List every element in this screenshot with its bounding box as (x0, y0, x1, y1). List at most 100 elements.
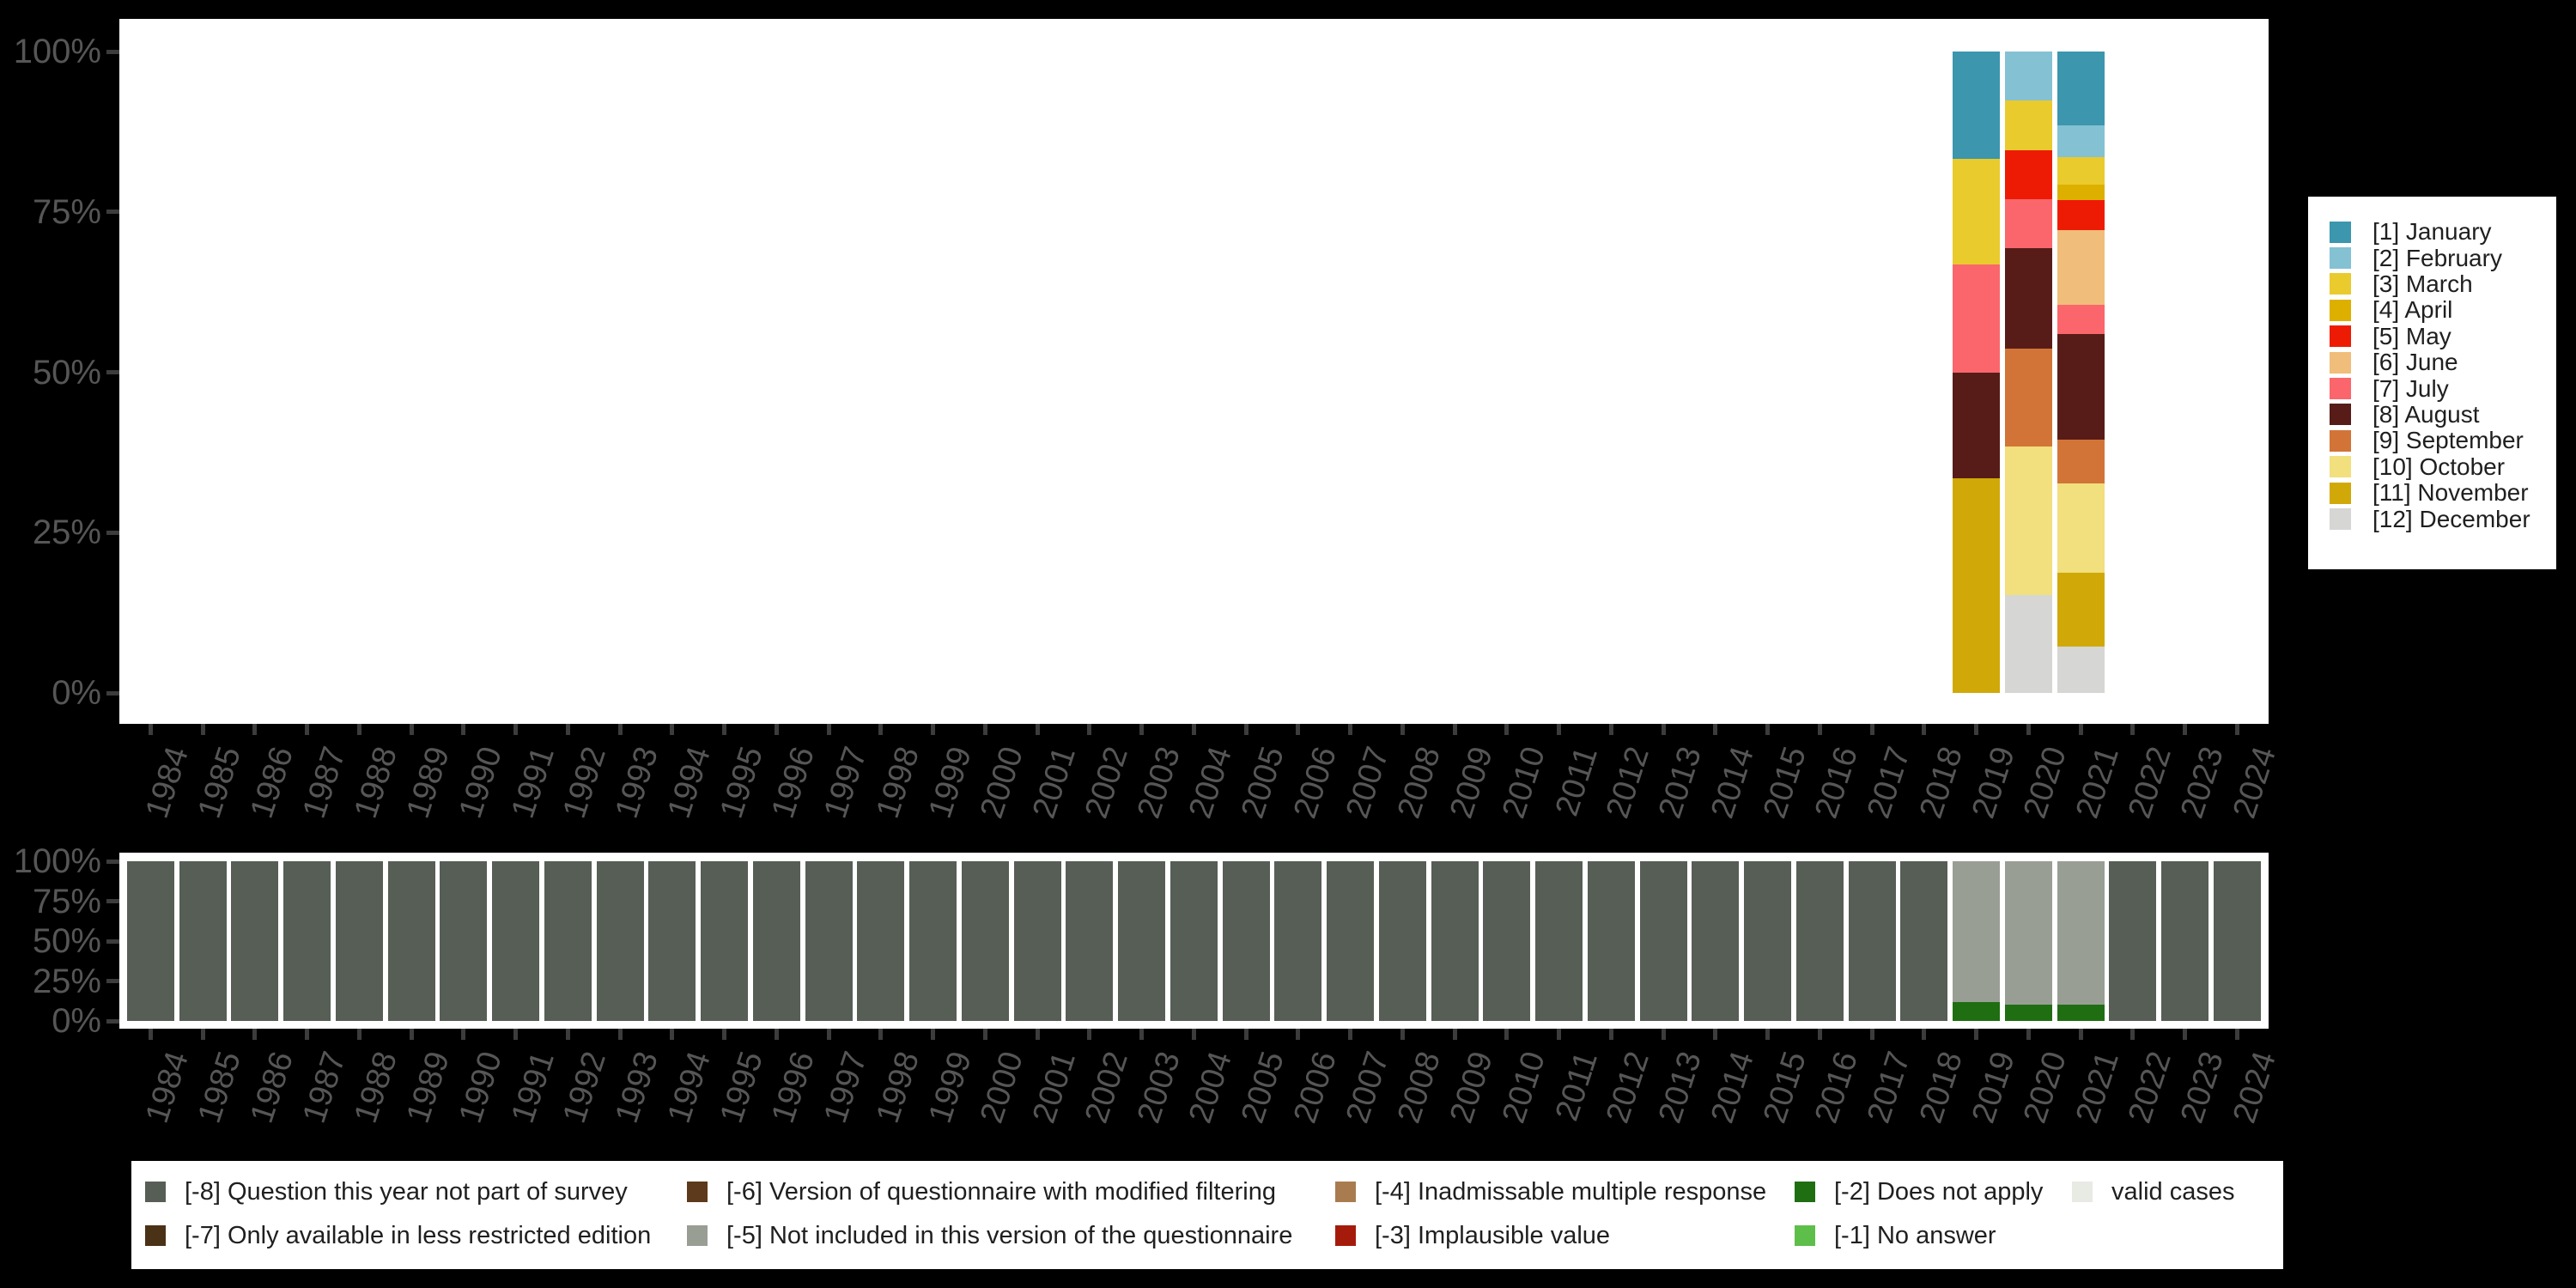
missing-bar-1998-seg-neg8[interactable] (857, 861, 905, 1021)
missing-bar-2002-seg-neg8[interactable] (1066, 861, 1114, 1021)
month-legend-label-11: [11] November (2372, 479, 2529, 507)
top-bar-2021-seg-7[interactable] (2057, 305, 2105, 334)
top-x-tick-2024 (2235, 724, 2239, 735)
missing-bar-2020-seg-neg5[interactable] (2004, 861, 2052, 1005)
missing-legend-item-valid: valid cases (2072, 1170, 2234, 1213)
missing-bar-2020-seg-neg2[interactable] (2004, 1005, 2052, 1021)
top-bar-2019-seg-7[interactable] (1953, 264, 2001, 374)
missing-bar-2019-seg-neg5[interactable] (1953, 861, 2001, 1003)
missing-bar-1996-seg-neg8[interactable] (752, 861, 800, 1021)
top-bar-2021-seg-5[interactable] (2057, 200, 2105, 230)
top-bar-2019-seg-3[interactable] (1953, 158, 2001, 264)
top-bar-2021-seg-3[interactable] (2057, 157, 2105, 185)
top-bar-2020-seg-8[interactable] (2004, 248, 2052, 349)
missing-bar-1984-seg-neg8[interactable] (126, 861, 174, 1021)
missing-bar-2019-seg-neg2[interactable] (1953, 1002, 2001, 1021)
top-bar-2020-seg-12[interactable] (2004, 594, 2052, 693)
missing-bar-2024-seg-neg8[interactable] (2214, 861, 2261, 1021)
missing-y-label-0: 0% (52, 1002, 101, 1040)
missing-bar-2003-seg-neg8[interactable] (1118, 861, 1166, 1021)
missing-bar-2015-seg-neg8[interactable] (1744, 861, 1792, 1021)
missing-bar-1985-seg-neg8[interactable] (179, 861, 227, 1021)
top-x-tick-2023 (2183, 724, 2188, 735)
missing-bar-1986 (231, 861, 279, 1021)
missing-legend-label-neg3: [-3] Implausible value (1375, 1221, 1611, 1249)
missing-bar-2001-seg-neg8[interactable] (1013, 861, 1061, 1021)
missing-bar-1996 (752, 861, 800, 1021)
missing-x-tick-2009 (1452, 1029, 1457, 1040)
top-x-tick-2014 (1713, 724, 1718, 735)
missing-legend-label-neg5: [-5] Not included in this version of the… (726, 1221, 1293, 1249)
missing-y-label-50: 50% (32, 922, 101, 960)
top-bar-2021-seg-1[interactable] (2057, 52, 2105, 125)
top-bar-2021-seg-6[interactable] (2057, 229, 2105, 306)
missing-bar-2023-seg-neg8[interactable] (2161, 861, 2209, 1021)
missing-bar-2023 (2161, 861, 2209, 1021)
top-bar-2021-seg-4[interactable] (2057, 185, 2105, 201)
top-bar-2020-seg-5[interactable] (2004, 150, 2052, 199)
missing-y-label-75: 75% (32, 882, 101, 920)
top-bar-2020-seg-10[interactable] (2004, 447, 2052, 595)
missing-bar-2024 (2214, 861, 2261, 1021)
missing-bar-2014-seg-neg8[interactable] (1692, 861, 1740, 1021)
missing-bar-1987-seg-neg8[interactable] (283, 861, 331, 1021)
missing-bar-1994-seg-neg8[interactable] (648, 861, 696, 1021)
missing-bar-2010-seg-neg8[interactable] (1483, 861, 1531, 1021)
missing-bar-1991-seg-neg8[interactable] (492, 861, 540, 1021)
month-legend-label-9: [9] September (2372, 427, 2524, 454)
missing-bar-2011 (1535, 861, 1583, 1021)
missing-x-tick-1987 (305, 1029, 310, 1040)
missing-bar-2008-seg-neg8[interactable] (1378, 861, 1426, 1021)
missing-bar-2009-seg-neg8[interactable] (1431, 861, 1479, 1021)
top-bar-2021-seg-8[interactable] (2057, 333, 2105, 440)
top-x-tick-1990 (461, 724, 466, 735)
missing-bar-2000-seg-neg8[interactable] (961, 861, 1009, 1021)
top-bar-2020-seg-2[interactable] (2004, 52, 2052, 100)
missing-bar-2013-seg-neg8[interactable] (1639, 861, 1687, 1021)
missing-bar-2016-seg-neg8[interactable] (1795, 861, 1844, 1021)
missing-bar-2018-seg-neg8[interactable] (1900, 861, 1948, 1021)
top-bar-2020-seg-3[interactable] (2004, 100, 2052, 151)
month-legend-label-12: [12] December (2372, 505, 2530, 532)
missing-bar-2022-seg-neg8[interactable] (2109, 861, 2157, 1021)
missing-x-tick-1997 (826, 1029, 831, 1040)
month-legend-label-4: [4] April (2372, 296, 2453, 324)
top-bar-2020-seg-7[interactable] (2004, 198, 2052, 249)
missing-bar-1986-seg-neg8[interactable] (231, 861, 279, 1021)
missing-bar-1995-seg-neg8[interactable] (701, 861, 749, 1021)
missing-bar-2005-seg-neg8[interactable] (1222, 861, 1270, 1021)
top-bar-2019-seg-8[interactable] (1953, 373, 2001, 479)
missing-bar-1990-seg-neg8[interactable] (440, 861, 488, 1021)
top-bar-2019-seg-11[interactable] (1953, 478, 2001, 693)
missing-x-label-2019: 2019 (1965, 1047, 2022, 1128)
missing-bar-2006-seg-neg8[interactable] (1274, 861, 1322, 1021)
missing-bar-2001 (1013, 861, 1061, 1021)
missing-bar-2017-seg-neg8[interactable] (1848, 861, 1896, 1021)
top-bar-2020-seg-9[interactable] (2004, 348, 2052, 447)
top-bar-2019-seg-1[interactable] (1953, 52, 2001, 159)
top-x-tick-2018 (1922, 724, 1927, 735)
missing-bar-2012-seg-neg8[interactable] (1587, 861, 1635, 1021)
missing-bar-2011-seg-neg8[interactable] (1535, 861, 1583, 1021)
missing-bar-1999-seg-neg8[interactable] (909, 861, 957, 1021)
missing-bar-1993-seg-neg8[interactable] (596, 861, 644, 1021)
missing-bar-2007-seg-neg8[interactable] (1327, 861, 1375, 1021)
top-x-tick-2002 (1087, 724, 1092, 735)
missing-bar-1992-seg-neg8[interactable] (544, 861, 592, 1021)
top-bar-2021-seg-2[interactable] (2057, 125, 2105, 158)
missing-bar-1989-seg-neg8[interactable] (387, 861, 435, 1021)
missing-x-tick-2015 (1765, 1029, 1771, 1040)
top-bar-2021-seg-10[interactable] (2057, 483, 2105, 574)
missing-bar-2004-seg-neg8[interactable] (1170, 861, 1218, 1021)
top-bar-2021-seg-11[interactable] (2057, 573, 2105, 647)
missing-bar-2021-seg-neg5[interactable] (2057, 861, 2105, 1005)
missing-bar-2021-seg-neg2[interactable] (2057, 1004, 2105, 1021)
missing-legend-item-neg8: [-8] Question this year not part of surv… (145, 1170, 628, 1213)
missing-x-label-2016: 2016 (1808, 1047, 1866, 1128)
top-bar-2021-seg-12[interactable] (2057, 647, 2105, 693)
top-bar-2021-seg-9[interactable] (2057, 439, 2105, 484)
missing-bar-1988-seg-neg8[interactable] (335, 861, 383, 1021)
missing-x-tick-1990 (461, 1029, 466, 1040)
missing-bar-1997-seg-neg8[interactable] (805, 861, 853, 1021)
